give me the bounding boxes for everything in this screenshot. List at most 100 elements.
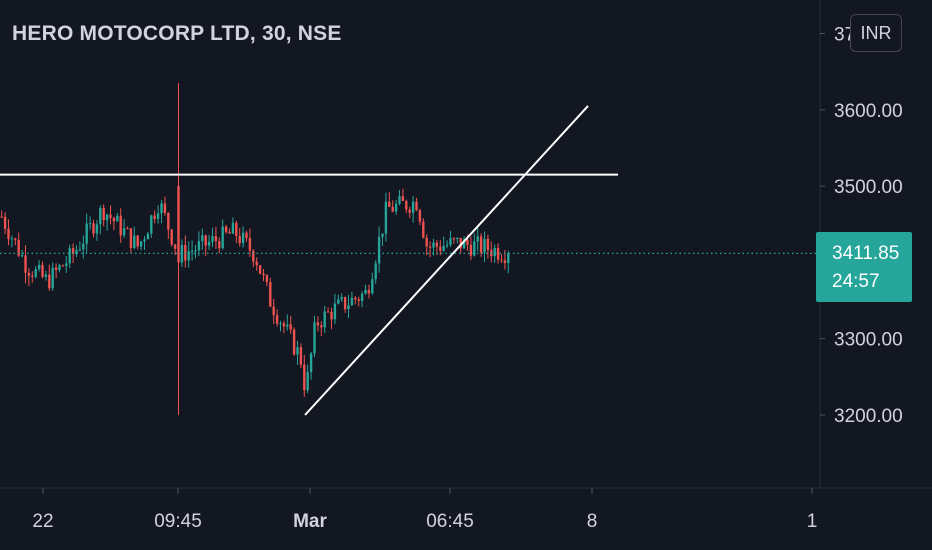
candle-body (150, 215, 153, 234)
candle-body (194, 250, 197, 252)
candle-body (333, 303, 337, 320)
candle-body (337, 299, 340, 304)
candle-body (177, 186, 180, 263)
y-tick-label: 3300.00 (834, 330, 903, 351)
candle-body (14, 238, 17, 240)
candle-body (503, 260, 507, 264)
candle-body (405, 201, 408, 210)
candle-body (432, 242, 435, 248)
candle-body (279, 323, 282, 325)
candlestick-series (0, 83, 510, 415)
candle-body (445, 244, 449, 246)
drawing-tools[interactable] (0, 105, 820, 416)
y-tick-label: 3500.00 (834, 177, 903, 198)
candle-body (122, 228, 126, 236)
candle-body (126, 228, 129, 230)
candle-body (10, 238, 14, 240)
candle-body (374, 263, 377, 280)
candle-body (411, 201, 415, 213)
symbol-title: HERO MOTOCORP LTD, 30, NSE (12, 22, 342, 45)
candle-body (7, 228, 10, 239)
candle-body (116, 215, 119, 222)
candle-body (459, 237, 462, 249)
candle-body (401, 196, 405, 202)
candle-body (201, 235, 204, 242)
candle-body (456, 237, 459, 239)
x-tick-label: 8 (587, 511, 598, 532)
candle-body (99, 208, 102, 225)
candle-body (350, 297, 354, 306)
candle-body (418, 210, 422, 222)
candle-body (65, 263, 68, 267)
candle-body (496, 248, 500, 260)
candle-body (408, 209, 411, 213)
candle-body (44, 274, 48, 277)
candle-body (452, 238, 456, 240)
candle-body (17, 239, 20, 256)
candle-body (323, 311, 326, 328)
candle-body (85, 223, 88, 244)
candle-body (163, 203, 167, 213)
candle-body (354, 297, 357, 300)
candle-body (364, 289, 367, 294)
candle-body (37, 264, 41, 270)
candle-body (303, 364, 306, 391)
candle-body (320, 325, 323, 328)
candle-body (357, 299, 360, 301)
currency-selector[interactable]: INR (850, 14, 902, 52)
candle-body (54, 267, 58, 270)
candle-body (360, 293, 364, 301)
candle-body (238, 236, 241, 244)
candle-body (415, 201, 418, 211)
candle-body (48, 274, 51, 289)
candle-body (252, 250, 255, 262)
candle-body (68, 248, 71, 264)
candle-body (469, 244, 473, 256)
candle-body (221, 226, 224, 249)
candle-body (476, 236, 479, 242)
candle-body (95, 224, 99, 234)
candle-body (27, 272, 31, 276)
candle-body (139, 241, 143, 247)
candle-body (462, 239, 466, 249)
x-tick-label: 06:45 (426, 511, 474, 532)
last-price-label: 3411.85 24:57 (816, 232, 912, 302)
candle-body (316, 322, 320, 326)
last-price-value: 3411.85 (832, 243, 900, 264)
candle-body (371, 279, 374, 294)
candle-body (439, 246, 442, 251)
candle-body (105, 214, 109, 221)
trend-line (304, 105, 589, 416)
candle-body (292, 329, 296, 355)
x-tick-label: 1 (807, 511, 818, 532)
candle-body (160, 203, 163, 214)
candle-body (299, 347, 303, 365)
candle-body (347, 305, 350, 310)
candle-body (313, 322, 316, 354)
candle-body (442, 245, 445, 251)
candle-body (197, 241, 201, 251)
candle-body (235, 222, 238, 237)
candle-body (204, 235, 207, 246)
candle-body (20, 255, 24, 257)
candle-body (218, 241, 221, 249)
candle-body (146, 233, 150, 240)
candle-body (306, 372, 309, 391)
x-tick-label: 09:45 (154, 511, 202, 532)
candle-body (248, 238, 252, 251)
candle-body (343, 297, 347, 310)
candle-body (78, 249, 82, 251)
x-tick-label: 22 (32, 511, 53, 532)
candle-body (170, 229, 173, 245)
candle-body (173, 244, 177, 249)
candle-body (340, 297, 343, 300)
candle-body (258, 265, 262, 274)
candle-body (58, 265, 61, 270)
candle-body (0, 216, 3, 218)
candle-body (269, 282, 272, 307)
candle-body (275, 315, 279, 324)
candle-body (241, 232, 245, 244)
candle-body (377, 236, 381, 264)
